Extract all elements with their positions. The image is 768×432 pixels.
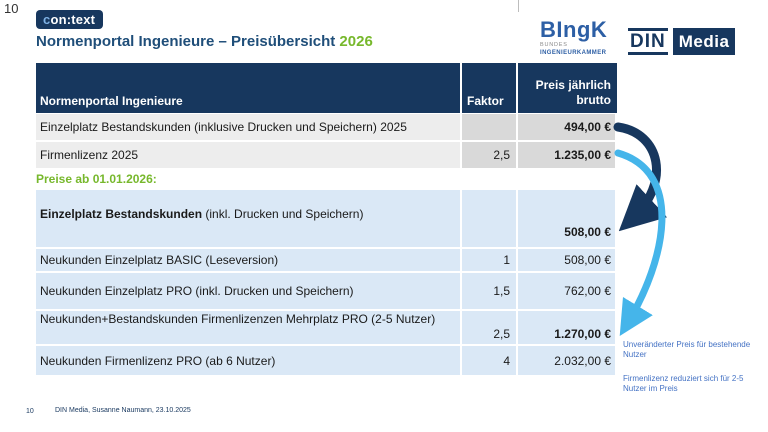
bingk-logo: BIngK BUNDES INGENIEURKAMMER [540,19,635,56]
table-row-2025-einzelplatz: Einzelplatz Bestandskunden (inklusive Dr… [36,114,617,140]
header-col-faktor: Faktor [460,63,516,113]
annotation-firmenlizenz-reduced: Firmenlizenz reduziert sich für 2-5 Nutz… [623,374,744,394]
page-title: Normenportal Ingenieure – Preisübersicht… [36,33,373,50]
din-media-logo-text: Media [672,28,736,55]
row-label: Neukunden+Bestandskunden Firmenlizenzen … [36,311,460,344]
row-faktor [460,114,516,140]
table-row-2026-einzelplatz-bestandskunden: Einzelplatz Bestandskunden (inkl. Drucke… [36,190,617,247]
row-faktor: 2,5 [460,142,516,168]
bingk-logo-sub2: INGENIEURKAMMER [540,49,607,56]
page-title-text: Normenportal Ingenieure – Preisübersicht [36,33,336,50]
row-label: Neukunden Einzelplatz BASIC (Leseversion… [36,249,460,271]
context-logo-first-letter: c [43,12,51,27]
din-media-logo: DIN Media [628,28,736,55]
table-row-2026-pro: Neukunden Einzelplatz PRO (inkl. Drucken… [36,273,617,309]
table-row-2026-firmenlizenz-pro: Neukunden Firmenlizenz PRO (ab 6 Nutzer)… [36,346,617,375]
din-logo-text: DIN [628,28,668,55]
row-label: Einzelplatz Bestandskunden (inkl. Drucke… [36,190,460,247]
row-faktor [460,190,516,247]
row-price: 508,00 € [516,190,615,247]
row-label: Firmenlizenz 2025 [36,142,460,168]
row-label-rest: (inkl. Drucken und Speichern) [202,207,364,221]
row-faktor: 2,5 [460,311,516,344]
footer-credit: DIN Media, Susanne Naumann, 23.10.2025 [55,407,191,414]
slide-number-top: 10 [4,1,19,16]
bingk-logo-sub1: BUNDES [540,42,568,48]
row-label: Neukunden Einzelplatz PRO (inkl. Drucken… [36,273,460,309]
row-label: Einzelplatz Bestandskunden (inklusive Dr… [36,114,460,140]
arrow-dark-494-to-508 [613,122,668,232]
row-faktor: 1,5 [460,273,516,309]
row-price: 494,00 € [516,114,615,140]
page-title-year: 2026 [339,33,373,50]
row-price: 762,00 € [516,273,615,309]
top-edge-tick [518,0,519,12]
bingk-logo-main: BIngK [540,17,608,42]
table-row-2025-firmenlizenz: Firmenlizenz 2025 2,5 1.235,00 € [36,142,617,168]
row-price: 508,00 € [516,249,615,271]
footer-page-number: 10 [26,408,34,415]
context-logo: c on:text [36,10,104,29]
table-row-2026-mehrplatz-pro: Neukunden+Bestandskunden Firmenlizenzen … [36,311,617,344]
row-price: 2.032,00 € [516,346,615,375]
context-logo-rest: on:text [50,12,96,27]
row-price: 1.235,00 € [516,142,615,168]
header-col-normenportal: Normenportal Ingenieure [40,94,183,108]
row-price: 1.270,00 € [516,311,615,344]
section-heading-2026: Preise ab 01.01.2026: [36,172,157,186]
row-faktor: 4 [460,346,516,375]
annotation-unchanged-price: Unveränderter Preis für bestehende Nutze… [623,340,751,360]
header-col-preis: Preis jährlich brutto [516,63,615,113]
arrow-light-1235-to-1270 [614,149,666,336]
row-faktor: 1 [460,249,516,271]
price-table-2025-header: Normenportal Ingenieure Faktor Preis jäh… [36,63,617,113]
table-row-2026-basic: Neukunden Einzelplatz BASIC (Leseversion… [36,249,617,271]
row-label: Neukunden Firmenlizenz PRO (ab 6 Nutzer) [36,346,460,375]
row-label-bold: Einzelplatz Bestandskunden [40,207,203,221]
